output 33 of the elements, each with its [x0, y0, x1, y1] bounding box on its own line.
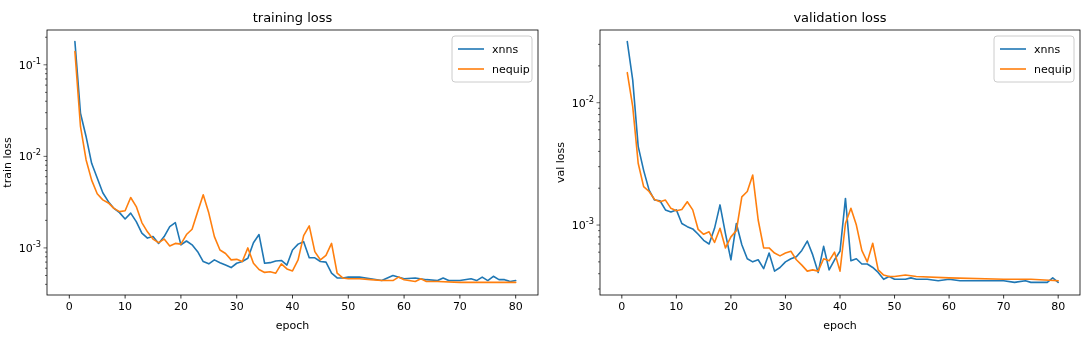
legend-label: xnns: [492, 43, 519, 56]
x-axis-title: epoch: [823, 319, 857, 332]
y-tick-label: 10$^{-3}$: [18, 238, 41, 255]
x-tick-label: 80: [1051, 300, 1066, 313]
x-tick-label: 30: [229, 300, 244, 313]
x-tick-label: 70: [996, 300, 1011, 313]
y-tick-label: 10$^{-3}$: [571, 216, 594, 233]
y-tick-label: 10$^{-2}$: [18, 147, 41, 164]
x-tick-label: 60: [397, 300, 412, 313]
legend-label: nequip: [492, 63, 530, 76]
x-tick-label: 50: [341, 300, 356, 313]
x-tick-label: 0: [65, 300, 73, 313]
y-axis-title: train loss: [1, 137, 14, 188]
x-tick-label: 70: [452, 300, 467, 313]
x-tick-label: 80: [508, 300, 523, 313]
y-tick-label: 10$^{-2}$: [571, 93, 594, 110]
legend-label: nequip: [1034, 63, 1072, 76]
x-tick-label: 40: [285, 300, 300, 313]
legend-label: xnns: [1034, 43, 1061, 56]
y-tick-label: 10$^{-1}$: [18, 55, 41, 72]
x-axis-title: epoch: [275, 319, 310, 332]
x-tick-label: 40: [833, 300, 847, 313]
chart-title: training loss: [252, 10, 333, 25]
y-axis-title: val loss: [554, 141, 567, 184]
x-tick-label: 0: [618, 300, 626, 313]
x-tick-label: 10: [118, 300, 133, 313]
x-tick-label: 20: [173, 300, 188, 313]
x-tick-label: 50: [887, 300, 902, 313]
x-tick-label: 30: [778, 300, 793, 313]
x-tick-label: 60: [942, 300, 957, 313]
chart-title: validation loss: [793, 10, 887, 25]
x-tick-label: 20: [723, 300, 738, 313]
x-tick-label: 10: [669, 300, 684, 313]
